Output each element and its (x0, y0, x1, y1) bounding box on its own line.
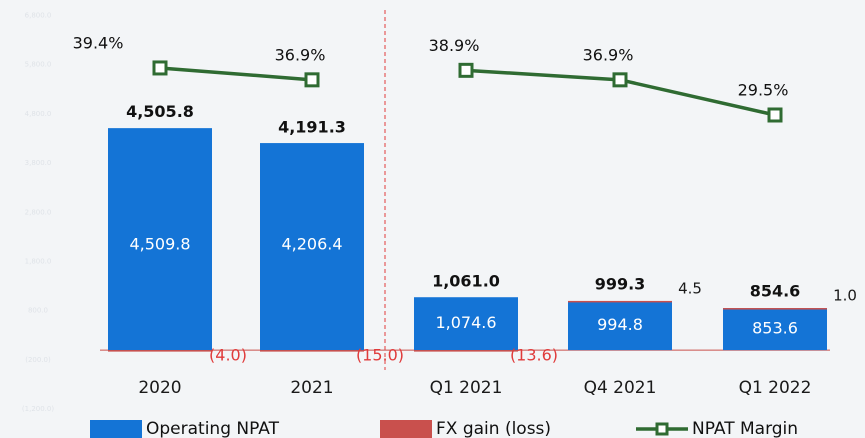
bar-label: 4,509.8 (129, 235, 190, 254)
bar (414, 297, 518, 351)
y-tick-label: 5,800.0 (25, 61, 52, 69)
legend-label: FX gain (loss) (436, 419, 551, 438)
margin-marker (304, 72, 320, 88)
margin-label: 29.5% (738, 80, 789, 99)
bar (414, 350, 518, 352)
bar (108, 350, 212, 352)
y-tick-label: 3,800.0 (25, 159, 52, 167)
bar (108, 128, 212, 351)
legend-swatch (380, 420, 432, 438)
x-tick-label: 2020 (138, 378, 181, 398)
bar-label: 1,074.6 (435, 313, 496, 332)
margin-marker (767, 107, 783, 123)
x-tick-label: Q1 2022 (739, 378, 812, 398)
fx-label: (13.6) (510, 346, 558, 365)
x-tick-label: Q4 2021 (584, 378, 657, 398)
fx-label: (15.0) (356, 346, 404, 365)
x-tick-label: 2021 (290, 378, 333, 398)
total-label: 4,191.3 (278, 117, 346, 136)
x-tick-label: Q1 2021 (430, 378, 503, 398)
y-tick-label: 1,800.0 (25, 258, 52, 266)
legend-label: NPAT Margin (692, 419, 798, 438)
total-label: 854.6 (750, 282, 801, 301)
bar (723, 308, 827, 310)
y-tick-label: (200.0) (25, 356, 51, 364)
y-tick-label: (1,200.0) (22, 405, 54, 413)
total-label: 4,505.8 (126, 102, 194, 121)
margin-label: 36.9% (583, 45, 634, 64)
bar (723, 308, 827, 351)
legend-label: Operating NPAT (146, 419, 280, 438)
margin-marker (612, 72, 628, 88)
y-tick-label: 6,800.0 (25, 11, 52, 19)
bar (568, 301, 672, 351)
legend-swatch (90, 420, 142, 438)
margin-label: 36.9% (275, 45, 326, 64)
margin-line (159, 66, 313, 82)
bar-label: 4,206.4 (281, 235, 342, 254)
bar (260, 143, 364, 351)
bar-label: 853.6 (752, 319, 798, 338)
y-tick-label: 800.0 (28, 307, 48, 315)
margin-marker (458, 62, 474, 78)
fx-label: (4.0) (209, 346, 247, 365)
total-label: 1,061.0 (432, 271, 500, 290)
margin-marker (152, 60, 168, 76)
legend-swatch (655, 422, 669, 436)
fx-label: 1.0 (833, 287, 857, 305)
y-tick-label: 4,800.0 (25, 110, 52, 118)
margin-label: 38.9% (429, 36, 480, 55)
margin-label: 39.4% (73, 33, 124, 52)
total-label: 999.3 (595, 274, 646, 293)
bar-label: 994.8 (597, 315, 643, 334)
y-tick-label: 2,800.0 (25, 208, 52, 216)
bar (260, 350, 364, 352)
fx-label: 4.5 (678, 280, 702, 298)
bar (568, 300, 672, 303)
